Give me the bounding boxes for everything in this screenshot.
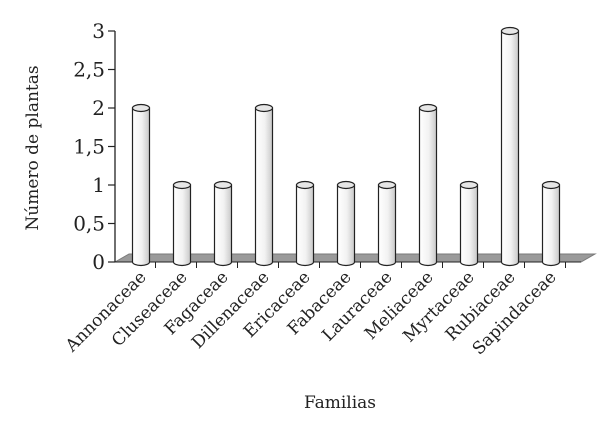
y-tick-label: 1 (92, 173, 105, 197)
bar-body (500, 30, 520, 267)
y-axis-title: Número de plantas (23, 65, 43, 230)
y-tick-label: 0,5 (73, 212, 105, 236)
bar-top (377, 180, 397, 190)
bar-top (213, 180, 233, 190)
bar-dillenaceae (254, 103, 274, 267)
y-tick-label: 0 (92, 250, 105, 274)
bar-body (254, 107, 274, 267)
bar-body (459, 184, 479, 267)
bar-top (295, 180, 315, 190)
bar-body (418, 107, 438, 267)
bar-body (172, 184, 192, 267)
bar-body (213, 184, 233, 267)
y-tick-label: 3 (92, 19, 105, 43)
bar-cluseaceae (172, 180, 192, 267)
bar-top (459, 180, 479, 190)
bar-fagaceae (213, 180, 233, 267)
bar-top (336, 180, 356, 190)
bar-top (541, 180, 561, 190)
x-axis-title: Familias (304, 393, 376, 413)
bar-ericaceae (295, 180, 315, 267)
bar-body (541, 184, 561, 267)
bar-myrtaceae (459, 180, 479, 267)
bar-body (377, 184, 397, 267)
bar-top (254, 103, 274, 113)
bar-annonaceae (131, 103, 151, 267)
bar-top (131, 103, 151, 113)
y-tick-label: 1,5 (73, 135, 105, 159)
bar-body (131, 107, 151, 267)
y-tick-label: 2 (92, 96, 105, 120)
bar-body (336, 184, 356, 267)
bar-sapindaceae (541, 180, 561, 267)
bar-top (418, 103, 438, 113)
bar-meliaceae (418, 103, 438, 267)
bar-fabaceae (336, 180, 356, 267)
y-tick-label: 2,5 (73, 58, 105, 82)
bar-body (295, 184, 315, 267)
bar-top (500, 26, 520, 36)
bar-rubiaceae (500, 26, 520, 267)
bar-top (172, 180, 192, 190)
bar-lauraceae (377, 180, 397, 267)
